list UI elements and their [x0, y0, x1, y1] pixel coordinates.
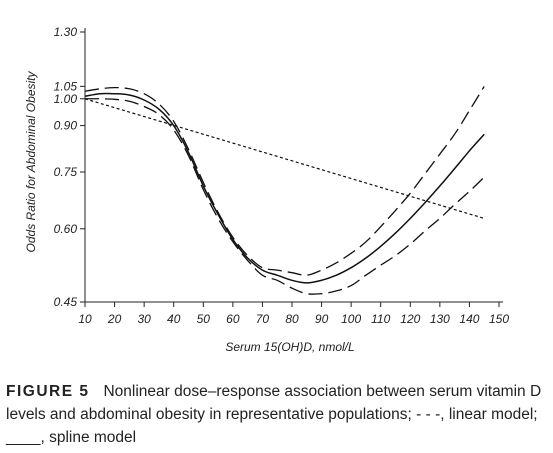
lower-ci-line	[84, 98, 485, 295]
x-tick-label: 20	[107, 312, 122, 326]
figure-caption: FIGURE 5 Nonlinear dose–response associat…	[6, 380, 551, 449]
series-group	[84, 86, 485, 295]
figure-label: FIGURE 5	[6, 383, 90, 400]
y-tick-label: 0.45	[54, 295, 78, 309]
x-tick-label: 140	[459, 312, 479, 326]
x-tick-label: 80	[285, 312, 299, 326]
x-tick-label: 50	[197, 312, 211, 326]
x-tick-label: 150	[489, 312, 509, 326]
x-tick-label: 40	[167, 312, 181, 326]
x-tick-label: 110	[371, 312, 390, 326]
spline-line	[84, 92, 485, 284]
x-tick-label: 70	[256, 312, 270, 326]
y-tick-label: 0.75	[54, 165, 78, 179]
linear-model-line	[84, 98, 485, 219]
x-tick-label: 120	[400, 312, 420, 326]
x-tick-label: 130	[430, 312, 450, 326]
x-tick-label: 10	[78, 312, 92, 326]
caption-text: Nonlinear dose–response association betw…	[6, 383, 542, 446]
x-tick-label: 90	[315, 312, 329, 326]
x-axis-label: Serum 15(OH)D, nmol/L	[225, 340, 354, 354]
ticks: 10 20 30 40 50 60 70 80 90 100 110 120 130 140 150 0.45…	[54, 25, 510, 326]
axes	[84, 28, 503, 303]
x-tick-label: 60	[226, 312, 240, 326]
x-tick-label: 100	[341, 312, 361, 326]
upper-ci-line	[84, 86, 485, 276]
y-axis-label: Odds Ratio for Abdominal Obesity	[24, 71, 38, 253]
y-tick-label: 1.05	[54, 79, 78, 93]
y-tick-label: 1.00	[54, 92, 78, 106]
y-tick-label: 0.60	[54, 222, 78, 236]
y-tick-label: 1.30	[54, 25, 78, 39]
chart: 10 20 30 40 50 60 70 80 90 100 110 120 130 140 150 0.45…	[24, 25, 510, 354]
y-tick-label: 0.90	[54, 119, 78, 133]
x-tick-label: 30	[137, 312, 151, 326]
